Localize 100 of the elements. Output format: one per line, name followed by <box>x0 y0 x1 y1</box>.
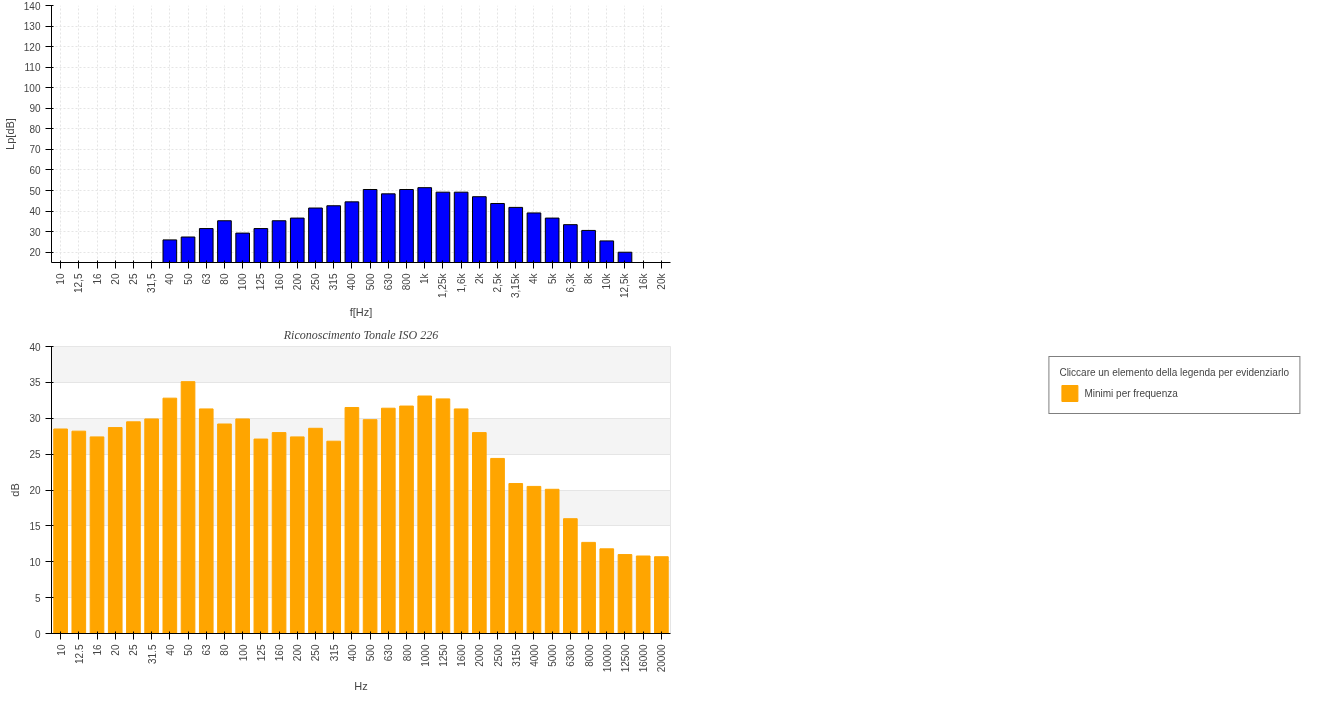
x-tick-label: 125 <box>255 644 267 662</box>
bar <box>126 421 141 634</box>
x-tick-label: 1,6k <box>455 272 467 293</box>
x-tick-label: 31.5 <box>146 644 158 664</box>
y-tick-label: 40 <box>29 206 41 218</box>
x-tick-label: 160 <box>274 644 286 662</box>
x-tick-label: 40 <box>164 644 176 656</box>
x-tick-label: 1250 <box>437 644 449 667</box>
x-tick-label: 1k <box>419 272 431 285</box>
x-tick-label: 125 <box>255 273 267 291</box>
bar <box>526 485 542 634</box>
bar <box>144 418 159 634</box>
y-tick-label: 140 <box>23 0 41 12</box>
x-tick-label: 80 <box>219 644 231 656</box>
bar <box>654 556 669 634</box>
x-tick-label: 500 <box>365 644 377 662</box>
x-tick-label: 8000 <box>583 644 595 667</box>
bar <box>417 395 433 634</box>
x-tick-label: 250 <box>309 273 321 291</box>
x-tick-label: 6,3k <box>564 272 576 293</box>
y-tick-label: 50 <box>29 185 41 197</box>
bar <box>399 405 414 634</box>
y-tick-label: 0 <box>34 628 41 640</box>
bar <box>380 407 396 634</box>
x-tick-label: 1600 <box>456 644 468 667</box>
x-tick-label: 800 <box>401 644 413 662</box>
x-tick-label: 1,25k <box>437 272 449 298</box>
x-axis-title: Hz <box>354 680 368 693</box>
y-tick-label: 35 <box>29 377 41 389</box>
x-tick-label: 20 <box>109 273 121 285</box>
x-tick-label: 200 <box>292 644 304 662</box>
x-tick-label: 8k <box>583 272 595 285</box>
x-tick-label: 50 <box>182 273 194 285</box>
x-tick-label: 200 <box>291 273 303 291</box>
x-tick-label: 10 <box>55 273 67 285</box>
x-tick-label: 4k <box>528 272 540 285</box>
x-tick-label: 160 <box>273 273 285 291</box>
bar <box>308 427 323 634</box>
bar <box>490 457 505 634</box>
x-tick-label: 500 <box>364 273 376 291</box>
y-tick-label: 20 <box>29 247 41 259</box>
x-tick-label: 16000 <box>638 644 650 673</box>
legend-label: Minimi per frequenza <box>1084 387 1178 399</box>
y-tick-label: 100 <box>23 82 41 94</box>
y-tick-label: 130 <box>23 21 41 33</box>
x-tick-label: 5k <box>546 272 558 285</box>
y-tick-label: 25 <box>29 449 41 461</box>
bar <box>180 381 196 634</box>
x-tick-label: 5000 <box>547 644 559 667</box>
x-tick-label: 10 <box>55 644 67 656</box>
bar <box>89 436 105 634</box>
x-tick-label: 630 <box>382 273 394 291</box>
x-tick-label: 4000 <box>528 644 540 667</box>
x-tick-label: 315 <box>328 273 340 291</box>
x-tick-label: 2,5k <box>492 272 504 293</box>
x-tick-label: 1000 <box>419 644 431 667</box>
y-tick-label: 20 <box>29 485 41 496</box>
y-tick-label: 120 <box>23 41 41 53</box>
y-tick-label: 40 <box>29 341 41 353</box>
bar <box>472 432 487 634</box>
bar <box>217 423 232 634</box>
x-tick-label: 12,5k <box>619 272 631 298</box>
x-tick-label: 16k <box>637 272 649 290</box>
x-tick-label: 80 <box>218 273 230 285</box>
bar <box>617 554 633 634</box>
x-tick-label: 25 <box>127 273 139 285</box>
x-tick-label: 6300 <box>565 644 577 667</box>
x-tick-label: 20000 <box>656 644 668 673</box>
x-tick-label: 2000 <box>474 644 486 667</box>
x-tick-label: 12.5 <box>73 644 85 664</box>
bar <box>253 438 269 634</box>
x-tick-label: 400 <box>346 273 358 291</box>
y-tick-label: 30 <box>29 413 41 425</box>
y-tick-label: 10 <box>29 556 41 568</box>
bar <box>453 408 469 634</box>
bar <box>235 418 250 634</box>
x-axis-title: f[Hz] <box>349 305 373 318</box>
x-tick-label: 250 <box>310 644 322 662</box>
x-tick-label: 800 <box>401 273 413 291</box>
x-tick-label: 10k <box>601 272 613 290</box>
bar <box>508 483 524 634</box>
y-tick-label: 15 <box>29 520 41 532</box>
y-tick-label: 60 <box>29 164 41 176</box>
x-tick-label: 12500 <box>619 644 631 673</box>
bar <box>362 419 378 634</box>
x-tick-label: 630 <box>383 644 395 662</box>
y-tick-label: 110 <box>24 62 41 74</box>
x-tick-label: 20k <box>655 272 667 290</box>
x-tick-label: 31,5 <box>146 273 158 293</box>
x-tick-label: 315 <box>328 644 340 662</box>
bar <box>53 428 68 634</box>
x-tick-label: 2500 <box>492 644 504 667</box>
legend-title: Cliccare un elemento della legenda per evidenziarlo <box>1059 367 1289 378</box>
x-tick-label: 100 <box>237 644 249 662</box>
x-tick-label: 12,5 <box>73 273 85 293</box>
x-tick-label: 16 <box>92 644 104 656</box>
x-tick-label: 10000 <box>601 644 613 673</box>
x-tick-label: 63 <box>200 273 212 285</box>
y-tick-label: 70 <box>29 144 41 156</box>
x-tick-label: 63 <box>201 644 213 656</box>
